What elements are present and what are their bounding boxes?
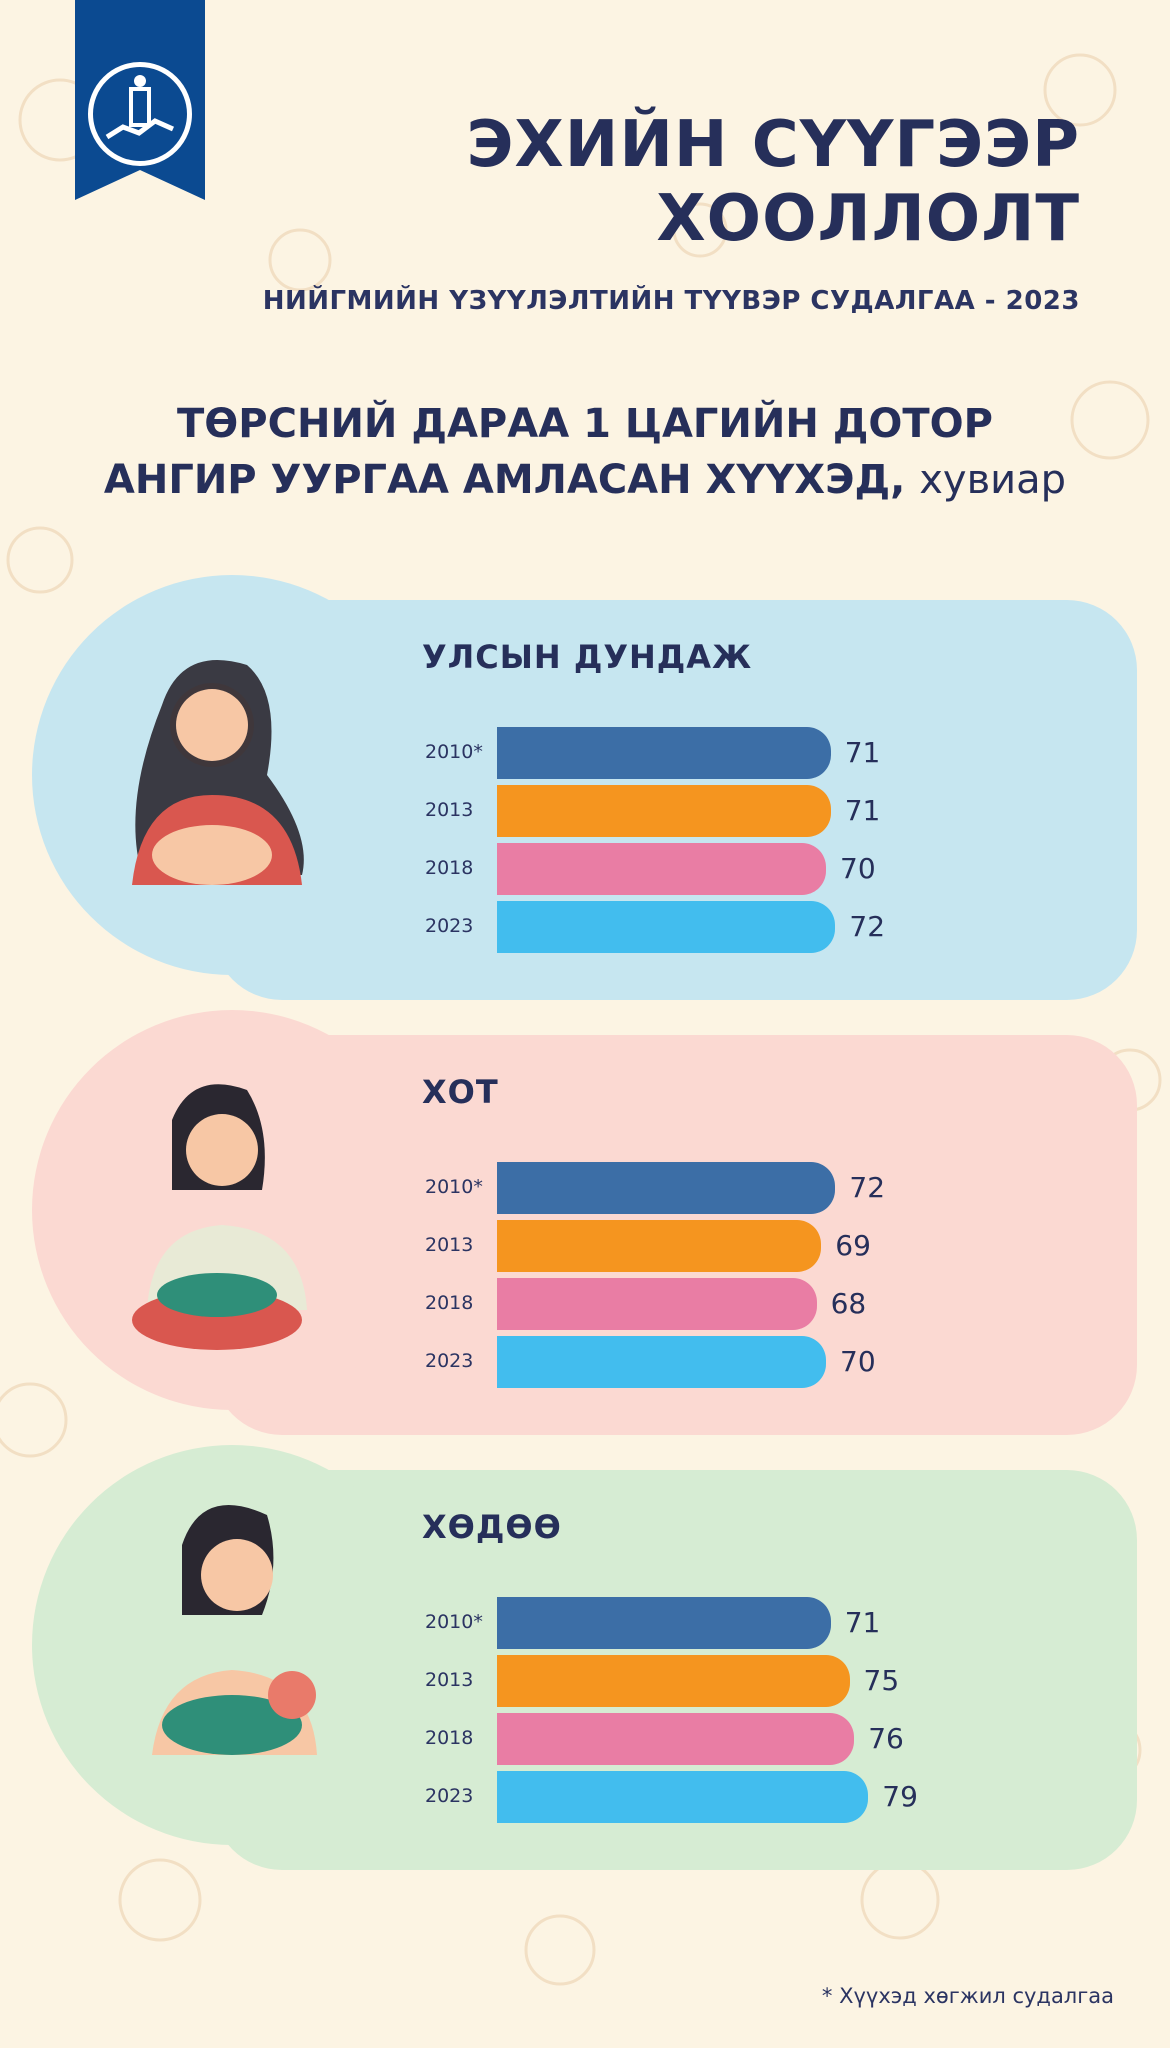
year-label: 2018 — [425, 1727, 474, 1749]
mother-nursing-illustration — [132, 1084, 307, 1350]
mother-nursing-illustration — [132, 660, 304, 885]
value-label: 69 — [835, 1229, 871, 1262]
bar — [497, 1597, 831, 1649]
year-label: 2013 — [425, 1669, 474, 1691]
value-label: 68 — [830, 1287, 867, 1320]
bar — [497, 843, 826, 895]
page-title: ЭХИЙН СҮҮГЭЭР ХООЛЛОЛТ — [466, 108, 1080, 256]
value-label: 75 — [863, 1664, 900, 1697]
year-label: 2010* — [425, 1611, 483, 1633]
year-label: 2023 — [425, 915, 474, 937]
page-subtitle: НИЙГМИЙН ҮЗҮҮЛЭЛТИЙН ТҮҮВЭР СУДАЛГАА - 2… — [262, 286, 1080, 316]
bar — [497, 727, 831, 779]
year-label: 2013 — [425, 1234, 474, 1256]
year-label: 2013 — [425, 799, 474, 821]
value-label: 72 — [849, 1171, 886, 1204]
panel-title: ХОТ — [422, 1073, 499, 1111]
bar — [497, 1220, 822, 1272]
value-label: 71 — [844, 736, 881, 769]
title-line2: ХООЛЛОЛТ — [656, 182, 1080, 256]
year-label: 2023 — [425, 1350, 474, 1372]
bar — [497, 1713, 855, 1765]
bar — [497, 1771, 869, 1823]
soyombo-emblem-icon — [88, 62, 192, 166]
year-label: 2023 — [425, 1785, 474, 1807]
bar — [497, 901, 836, 953]
value-label: 72 — [849, 910, 886, 943]
year-label: 2018 — [425, 857, 474, 879]
bar — [497, 785, 831, 837]
bar — [497, 1162, 836, 1214]
value-label: 70 — [840, 852, 876, 885]
year-label: 2018 — [425, 1292, 474, 1314]
bar — [497, 1655, 850, 1707]
panel-urban: ХОТ 2010* 72 2013 69 2018 68 2023 70 — [32, 990, 1137, 1440]
bar — [497, 1336, 826, 1388]
value-label: 76 — [868, 1722, 904, 1755]
mother-nursing-illustration — [152, 1505, 317, 1755]
title-line1: ЭХИЙН СҮҮГЭЭР — [466, 108, 1080, 182]
panel-rural: ХӨДӨӨ 2010* 71 2013 75 2018 76 2023 79 — [32, 1425, 1137, 1875]
value-label: 71 — [844, 794, 881, 827]
panel-title: УЛСЫН ДУНДАЖ — [422, 638, 753, 676]
chart-heading: ТӨРСНИЙ ДАРАА 1 ЦАГИЙН ДОТОР АНГИР УУРГА… — [0, 396, 1170, 508]
panel-national: УЛСЫН ДУНДАЖ 2010* 71 2013 71 2018 70 2023 72 — [32, 555, 1137, 1005]
value-label: 79 — [882, 1780, 918, 1813]
heading-line1: ТӨРСНИЙ ДАРАА 1 ЦАГИЙН ДОТОР — [177, 401, 993, 447]
heading-unit: хувиар — [919, 457, 1067, 503]
year-label: 2010* — [425, 1176, 483, 1198]
panel-title: ХӨДӨӨ — [422, 1508, 562, 1546]
bar — [497, 1278, 817, 1330]
value-label: 70 — [840, 1345, 876, 1378]
year-label: 2010* — [425, 741, 483, 763]
value-label: 71 — [844, 1606, 881, 1639]
footnote: * Хүүхэд хөгжил судалгаа — [821, 1984, 1114, 2008]
heading-line2: АНГИР УУРГАА АМЛАСАН ХҮҮХЭД, — [103, 457, 906, 503]
